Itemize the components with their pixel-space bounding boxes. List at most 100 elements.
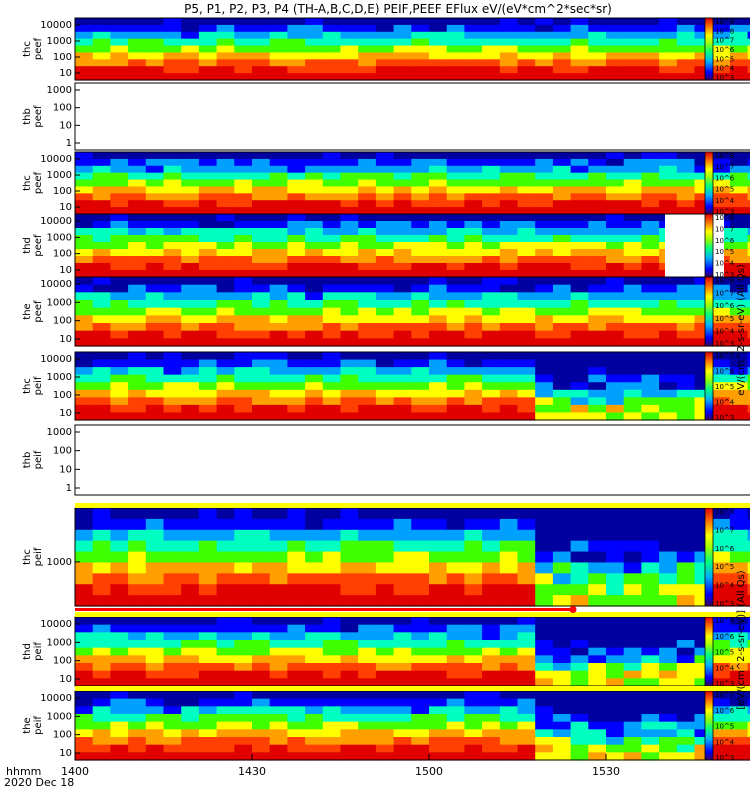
- thc_peef_top-cell: [588, 18, 607, 26]
- the_peif-cell: [588, 691, 607, 700]
- thc_peif-cell: [623, 540, 642, 553]
- thc_peif_top-cell: [464, 359, 483, 368]
- thc_peif_top-cell: [375, 352, 395, 361]
- the_peif-cell: [712, 737, 731, 746]
- thd_peif-cell: [163, 647, 182, 656]
- thc_peif-cell: [128, 529, 147, 542]
- the_peef-cell: [75, 338, 94, 347]
- thc_peif-cell: [305, 595, 324, 607]
- thd_peif-cell: [234, 678, 253, 687]
- the_peif-cell: [198, 691, 218, 700]
- thc_peef-cell: [358, 193, 377, 201]
- thc_peef-cell: [181, 158, 200, 167]
- thc_peif-cell: [676, 508, 696, 520]
- thc_peef_top-cell: [641, 45, 660, 54]
- thc_peef-cell: [393, 200, 412, 208]
- thd_peef-cell: [75, 270, 94, 278]
- the_peif-cell: [92, 721, 111, 730]
- thd_peef-cell: [110, 270, 129, 278]
- thc_peif-cell: [676, 595, 696, 607]
- thc_peif-cell: [411, 573, 430, 585]
- thc_peif-cell: [429, 551, 448, 564]
- the_peef-cell: [252, 315, 271, 324]
- thc_peef_top-cell: [358, 31, 377, 40]
- thc_peif_top-cell: [641, 389, 660, 398]
- thc_peef_top-cell: [570, 45, 589, 54]
- thd_peif-cell: [287, 617, 306, 626]
- thd_peif-cell: [75, 670, 94, 679]
- thc_peef-cell: [464, 152, 483, 160]
- thc_peif_top-cell: [322, 359, 342, 368]
- the_peef-cell: [92, 277, 111, 286]
- the_peef-cell: [92, 307, 111, 316]
- thd_peef-cell: [623, 235, 642, 243]
- thc_peif_top-cell: [287, 412, 306, 421]
- the_peef-cell: [128, 300, 147, 309]
- thc_peef_top-cell: [712, 45, 731, 54]
- thc_peif-cell: [712, 540, 731, 553]
- thc_peif_top-cell: [499, 389, 519, 398]
- the_peef-cell: [198, 284, 218, 293]
- thd_peef-cell: [92, 228, 111, 236]
- thc_peif-cell: [623, 584, 642, 596]
- thc_peif-cell: [128, 595, 147, 607]
- the_peef-cell: [517, 292, 536, 301]
- thc_peef_top-cell: [252, 45, 271, 54]
- thc_peef-cell: [446, 193, 465, 201]
- thd_peef-cell: [499, 235, 519, 243]
- thc_peif_top-cell: [570, 352, 589, 361]
- thc_peif_top-cell: [517, 412, 536, 421]
- the_peef-cell: [287, 300, 306, 309]
- thc_peef-cell: [446, 179, 465, 188]
- thc_peif_top-border: [74, 351, 750, 421]
- thc_peif-cell: [446, 540, 465, 553]
- thc_peef-cell: [287, 179, 306, 188]
- thd_peef-cell: [252, 256, 271, 264]
- thc_peif_top-cell: [358, 412, 377, 421]
- thc_peif_top-cell: [729, 359, 749, 368]
- thd_peif-cell: [145, 678, 165, 687]
- the_peif-cell: [216, 729, 235, 738]
- thd_peif-cell: [358, 624, 377, 633]
- thc_peef_top-cell: [287, 24, 306, 33]
- the_peif-cell: [110, 714, 129, 723]
- thc_peif_top-cell: [552, 404, 572, 414]
- thc_peif_top-cell: [181, 374, 200, 383]
- thc_peif_top-ytick-label: 10: [59, 408, 72, 419]
- thc_peif_top-cell: [234, 382, 253, 391]
- thc_peif-cell: [499, 551, 519, 564]
- thc_peef_top-cell: [676, 31, 696, 40]
- thc_peif-cell: [588, 573, 607, 585]
- thc_peef-cell: [145, 186, 165, 194]
- the_peif-cell: [163, 744, 182, 753]
- thd_peef-cell: [340, 242, 359, 250]
- thc_peif-cell: [482, 573, 501, 585]
- the_peef-cell: [659, 277, 678, 286]
- the_peif-cell: [641, 691, 660, 700]
- thc_peif-cell: [606, 595, 625, 607]
- thc_peef-cell: [305, 172, 324, 181]
- the_peef-cell: [269, 292, 288, 301]
- thc_peif_top-cell: [588, 404, 607, 414]
- thd_peef-cell: [181, 235, 200, 243]
- the_peef-cell: [181, 323, 200, 332]
- the_peif-cell: [375, 752, 395, 761]
- thd_peef-cell: [535, 228, 554, 236]
- the_peef-cell: [535, 300, 554, 309]
- thd_peef-cell: [216, 214, 235, 222]
- thc_peif-cell: [393, 540, 412, 553]
- thd_peif-cell: [163, 678, 182, 687]
- the_peef-cell: [92, 315, 111, 324]
- the_peif-cell: [712, 729, 731, 738]
- thc_peif_top-cell: [110, 367, 129, 376]
- thc_peif_top-cell: [535, 352, 554, 361]
- thc_peef-cell: [340, 152, 359, 160]
- thc_peif-cell: [92, 540, 111, 553]
- thc_peef_top-cell: [729, 24, 749, 33]
- thc_peif-cell: [163, 551, 182, 564]
- thc_peif-cell: [623, 529, 642, 542]
- the_peef-cell: [92, 284, 111, 293]
- thc_peef_top-cell: [287, 45, 306, 54]
- thc_peef-cell: [641, 165, 660, 174]
- thc_peef-cell: [110, 158, 129, 167]
